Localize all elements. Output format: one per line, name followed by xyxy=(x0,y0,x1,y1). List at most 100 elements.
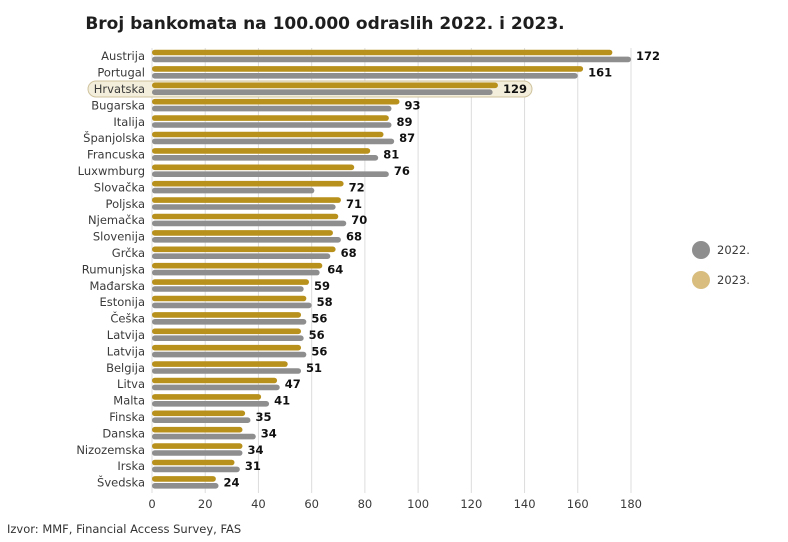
bar-2023 xyxy=(152,295,307,302)
category-label: Hrvatska xyxy=(94,82,145,96)
category-label: Poljska xyxy=(106,197,145,211)
bar-2022 xyxy=(152,286,304,292)
bar-2022 xyxy=(152,351,307,358)
bar-2023 xyxy=(152,230,333,236)
value-label: 161 xyxy=(588,66,612,80)
bar-2023 xyxy=(152,377,278,384)
category-label: Malta xyxy=(113,394,145,408)
value-label: 68 xyxy=(341,246,357,260)
category-label: Češka xyxy=(110,311,145,326)
bar-2022 xyxy=(152,155,379,161)
value-label: 56 xyxy=(311,312,327,326)
bar-2023 xyxy=(152,426,243,433)
category-label: Francuska xyxy=(87,148,145,162)
bar-2023 xyxy=(152,180,344,187)
bar-2022 xyxy=(152,335,304,341)
legend-marker-2023 xyxy=(692,271,710,289)
bar-2022 xyxy=(152,89,493,95)
bar-2023 xyxy=(152,66,584,72)
bar-2022 xyxy=(152,237,341,243)
bar-2022 xyxy=(152,73,578,79)
bar-2022 xyxy=(152,171,389,177)
bar-2022 xyxy=(152,56,631,63)
value-label: 64 xyxy=(327,262,343,276)
bar-2023 xyxy=(152,49,613,56)
value-label: 31 xyxy=(245,459,261,473)
legend-marker-2022 xyxy=(692,241,710,259)
bar-2023 xyxy=(152,328,302,335)
x-tick-label: 160 xyxy=(567,497,589,511)
bar-2023 xyxy=(152,459,235,466)
value-label: 51 xyxy=(306,361,322,375)
bar-2022 xyxy=(152,220,347,227)
bar-2023 xyxy=(152,344,302,351)
bar-2022 xyxy=(152,483,219,489)
bar-2022 xyxy=(152,368,302,374)
x-tick-label: 140 xyxy=(514,497,536,511)
value-label: 89 xyxy=(397,115,413,129)
bar-2022 xyxy=(152,187,315,194)
value-label: 68 xyxy=(346,230,362,244)
x-tick-label: 40 xyxy=(251,497,266,511)
x-tick-label: 100 xyxy=(407,497,429,511)
bar-2023 xyxy=(152,410,246,417)
bar-2022 xyxy=(152,450,243,456)
bar-2023 xyxy=(152,312,302,318)
source-note: Izvor: MMF, Financial Access Survey, FAS xyxy=(7,522,242,536)
category-label: Estonija xyxy=(99,295,145,309)
category-label: Mađarska xyxy=(89,279,145,293)
bar-2022 xyxy=(152,401,270,407)
bar-2022 xyxy=(152,433,256,440)
bar-2023 xyxy=(152,197,341,203)
bar-2022 xyxy=(152,204,336,210)
bar-2023 xyxy=(152,476,216,482)
value-label: 70 xyxy=(351,213,367,227)
value-label: 93 xyxy=(404,98,420,112)
value-label: 34 xyxy=(247,443,263,457)
bar-2023 xyxy=(152,98,400,105)
value-label: 76 xyxy=(394,164,410,178)
legend-label: 2022. xyxy=(717,243,750,257)
category-label: Portugal xyxy=(97,66,145,80)
value-label: 35 xyxy=(255,410,271,424)
bar-2023 xyxy=(152,82,498,89)
value-label: 47 xyxy=(285,377,301,391)
category-label: Luxwmburg xyxy=(78,164,145,178)
bar-2022 xyxy=(152,466,240,473)
value-label: 71 xyxy=(346,197,362,211)
value-label: 34 xyxy=(261,426,277,440)
bar-2023 xyxy=(152,361,288,367)
bar-2023 xyxy=(152,115,389,121)
category-label: Slovenija xyxy=(93,230,145,244)
category-label: Španjolska xyxy=(83,130,145,145)
bar-2022 xyxy=(152,138,395,145)
value-label: 56 xyxy=(311,344,327,358)
bar-2023 xyxy=(152,279,310,285)
bar-2022 xyxy=(152,253,331,259)
category-label: Danska xyxy=(102,426,145,440)
bar-2022 xyxy=(152,269,320,276)
bar-2023 xyxy=(152,213,339,220)
value-label: 41 xyxy=(274,394,290,408)
legend-label: 2023. xyxy=(717,273,750,287)
category-label: Latvija xyxy=(107,344,145,358)
bar-2023 xyxy=(152,164,355,171)
category-label: Nizozemska xyxy=(76,443,145,457)
bar-2023 xyxy=(152,394,262,400)
category-label: Bugarska xyxy=(91,98,145,112)
bar-2023 xyxy=(152,148,371,154)
category-label: Austrija xyxy=(101,49,145,63)
chart-title: Broj bankomata na 100.000 odraslih 2022.… xyxy=(85,14,565,34)
category-label: Belgija xyxy=(106,361,145,375)
value-label: 59 xyxy=(314,279,330,293)
x-tick-label: 120 xyxy=(460,497,482,511)
x-tick-label: 80 xyxy=(358,497,373,511)
x-tick-label: 0 xyxy=(148,497,155,511)
value-label: 72 xyxy=(349,180,365,194)
bar-2023 xyxy=(152,443,243,449)
value-label: 58 xyxy=(317,295,333,309)
value-label: 56 xyxy=(309,328,325,342)
bar-2022 xyxy=(152,319,307,325)
value-label: 129 xyxy=(503,82,527,96)
